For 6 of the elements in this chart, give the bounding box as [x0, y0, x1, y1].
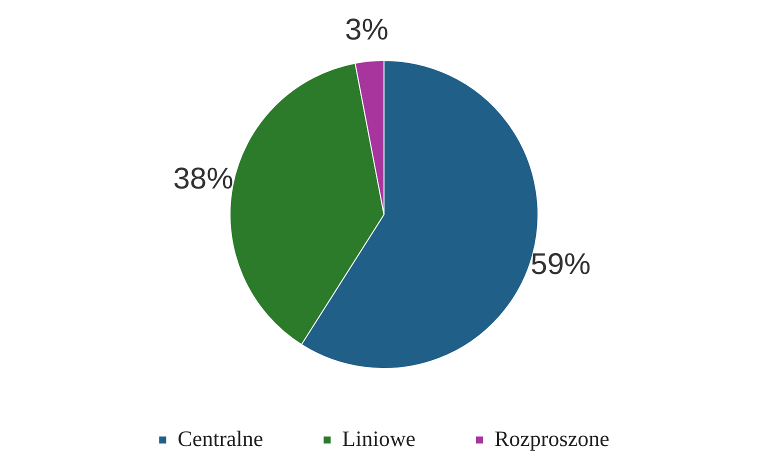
data-label: 59% [530, 248, 591, 282]
data-label: 3% [345, 14, 388, 47]
legend-label: Liniowe [342, 426, 416, 451]
data-label: 38% [173, 162, 234, 196]
legend-label: Centralne [178, 426, 264, 451]
legend-label: Rozproszone [494, 426, 610, 451]
